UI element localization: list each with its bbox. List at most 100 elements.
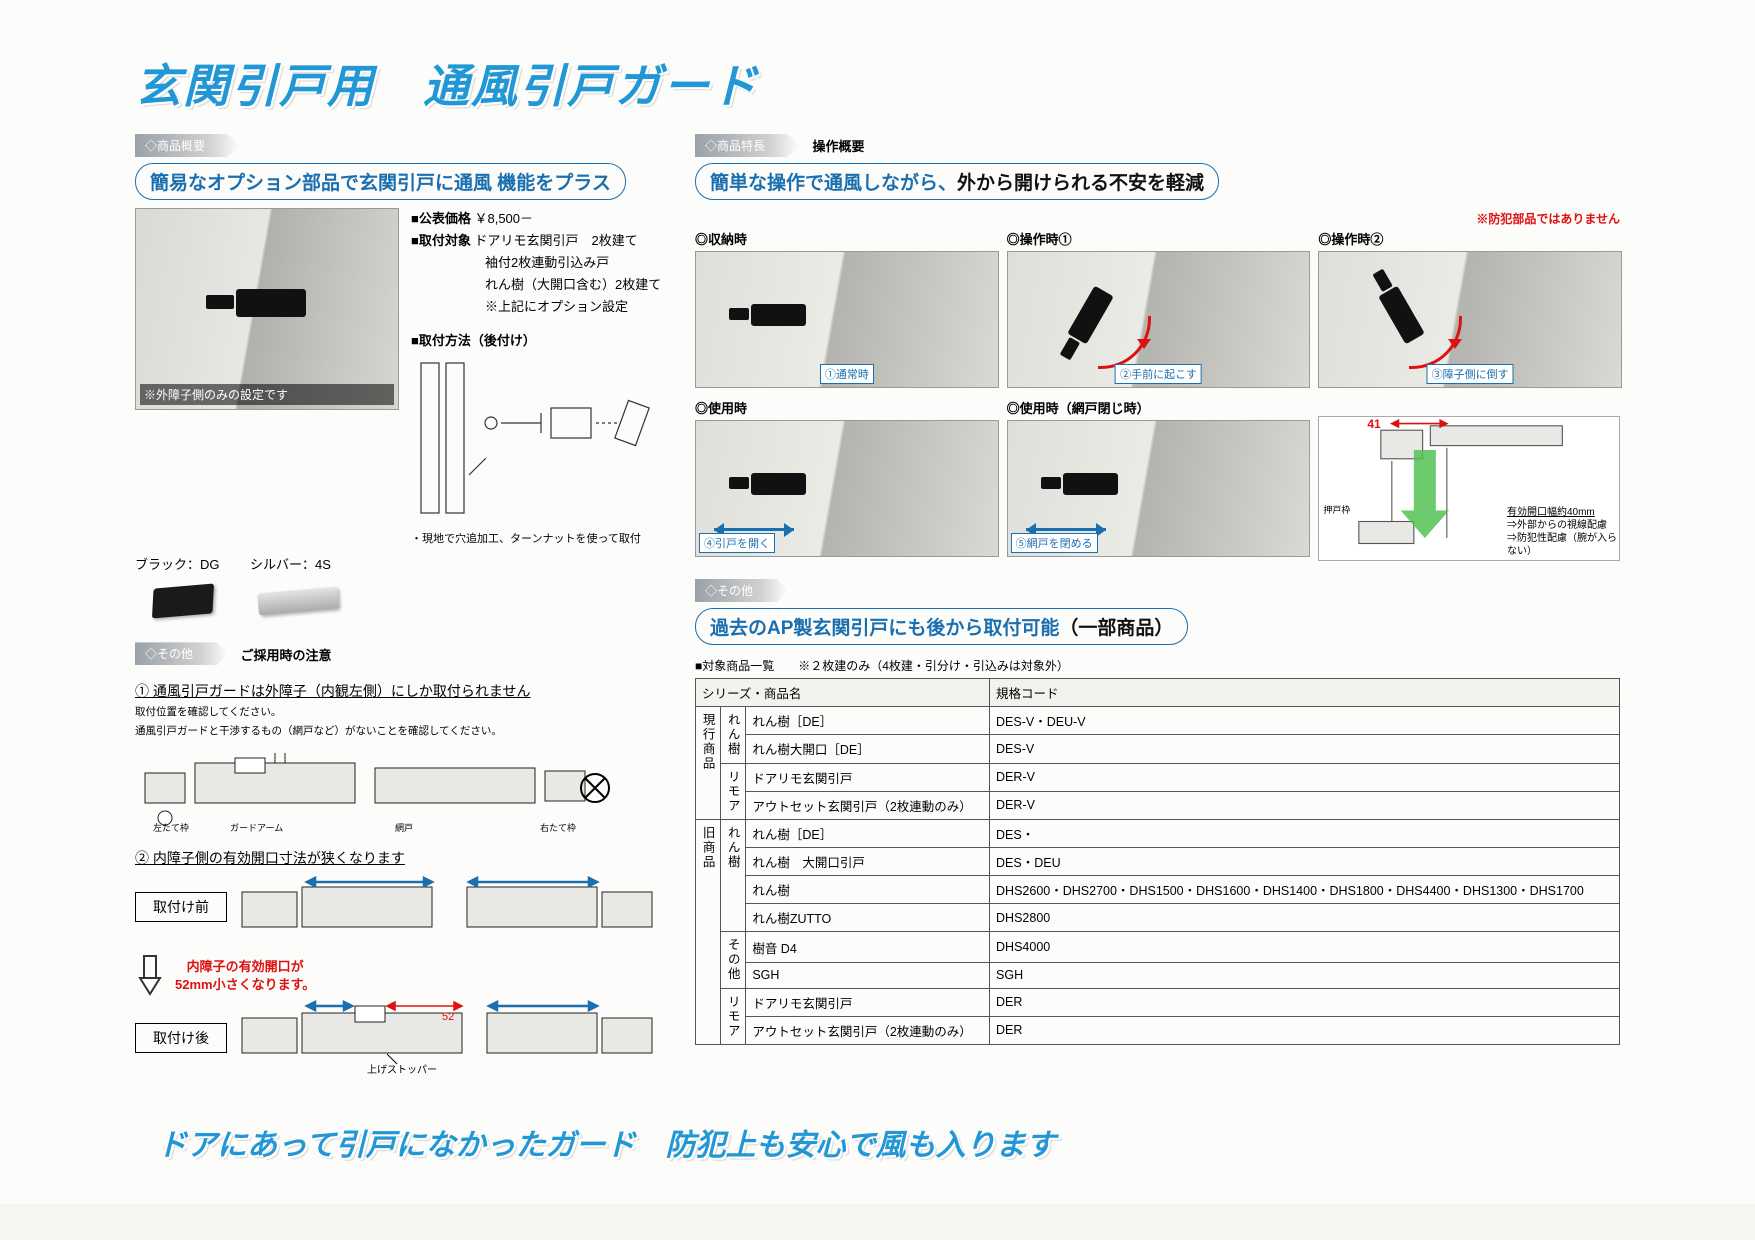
headline-right-b: 外から開けられる不安を軽減 xyxy=(957,173,1204,194)
op-1-title: ◎収納時 xyxy=(695,229,997,248)
swatch-4s xyxy=(257,586,339,615)
op-6-diagram: 41 xyxy=(1318,398,1620,561)
op-4-title: ◎使用時 xyxy=(695,398,997,417)
op-2: ◎操作時① ②手前に起こす xyxy=(1007,229,1309,388)
headline-left: 簡易なオプション部品で玄関引戸に通風 機能をプラス xyxy=(135,163,626,200)
r1-name: れん樹大開口［DE］ xyxy=(746,735,990,763)
op-4-cap: ④引戸を開く xyxy=(699,533,775,553)
color-dg: ブラック：DG xyxy=(135,554,230,628)
tag-product-overview: ◇商品概要 xyxy=(135,134,240,157)
op-5: ◎使用時（網戸閉じ時） ⑤網戸を閉める xyxy=(1007,398,1309,561)
r8-code: DHS4000 xyxy=(990,932,1620,963)
diag-c: ⇒外部からの視線配慮 xyxy=(1507,519,1617,532)
table-note: ■対象商品一覧 ※２枚建のみ（4枚建・引分け・引込みは対象外） xyxy=(695,657,1620,674)
red-callout-1: 内障子の有効開口が xyxy=(175,958,315,976)
r10-code: DER xyxy=(990,988,1620,1016)
op-3: ◎操作時② ③障子側に倒す xyxy=(1318,229,1620,388)
op-4-photo: ④引戸を開く xyxy=(695,420,999,557)
tag-other-left: ◇その他 xyxy=(135,642,228,665)
product-row: ※外障子側のみの設定です ■公表価格 ￥8,500－ ■取付対象 ドアリモ玄関引… xyxy=(135,208,665,548)
label-sto: 左たて枠 xyxy=(153,822,189,833)
op-2-title: ◎操作時① xyxy=(1007,229,1309,248)
op-3-title: ◎操作時② xyxy=(1318,229,1620,248)
operation-grid: ◎収納時 ①通常時 ◎操作時① ②手前に起こす ◎操作時② xyxy=(695,229,1620,561)
after-diagram: 52 上げストッパー xyxy=(237,998,657,1078)
swatch-dg xyxy=(151,583,213,618)
headline-left-text: 簡易なオプション部品で玄関引戸に通風 機能をプラス xyxy=(150,173,611,194)
label-arm: ガードアーム xyxy=(230,823,283,833)
group-rimo-1: リモア xyxy=(721,763,746,820)
headline-right-a: 簡単な操作で通風しながら、 xyxy=(710,173,957,194)
target-4: ※上記にオプション設定 xyxy=(411,296,665,318)
install-label: ■取付方法（後付け） xyxy=(411,330,665,352)
r7-code: DHS2800 xyxy=(990,904,1620,932)
r5-name: れん樹 大開口引戸 xyxy=(746,848,990,876)
sub1-note1: 取付位置を確認してください。 xyxy=(135,705,665,720)
r9-code: SGH xyxy=(990,963,1620,988)
color-4s: シルバー：4S xyxy=(250,554,345,628)
product-photo: ※外障子側のみの設定です xyxy=(135,208,399,410)
after-row: 取付け後 xyxy=(135,998,665,1078)
op-1-cap: ①通常時 xyxy=(820,364,874,384)
headline-compat-a: 過去のAP製玄関引戸にも後から取付可能 xyxy=(710,618,1059,639)
op-4: ◎使用時 ④引戸を開く xyxy=(695,398,997,561)
diag-a: 押戸枠 xyxy=(1323,503,1350,516)
group-rimo-2: リモア xyxy=(721,988,746,1045)
op-2-photo: ②手前に起こす xyxy=(1007,251,1311,388)
headline-compat: 過去のAP製玄関引戸にも後から取付可能（一部商品） xyxy=(695,608,1188,645)
main-title: 玄関引戸用 通風引戸ガード xyxy=(135,50,1620,116)
cross-section-1: 左たて枠 ガードアーム 網戸 右たて枠 xyxy=(135,743,635,833)
red-callout: 内障子の有効開口が 52mm小さくなります。 xyxy=(175,958,315,994)
color-row: ブラック：DG シルバー：4S xyxy=(135,554,665,628)
spec-block: ■公表価格 ￥8,500－ ■取付対象 ドアリモ玄関引戸 2枚建て 袖付2枚連動… xyxy=(411,208,665,548)
clearance-diagram: 41 xyxy=(1318,416,1620,561)
r11-name: アウトセット玄関引戸（2枚連動のみ） xyxy=(746,1016,990,1044)
label-net: 網戸 xyxy=(395,822,413,833)
tag-other-right: ◇その他 xyxy=(695,579,788,602)
target-1: ドアリモ玄関引戸 2枚建て xyxy=(474,233,637,248)
subhead-1: ① 通風引戸ガードは外障子（内観左側）にしか取付られません xyxy=(135,681,665,701)
before-label: 取付け前 xyxy=(135,892,227,922)
tag-other-left-note: ご採用時の注意 xyxy=(240,645,331,664)
th-code: 規格コード xyxy=(990,679,1620,707)
product-photo-caption: ※外障子側のみの設定です xyxy=(140,384,394,405)
diag-d: ⇒防犯性配慮（腕が入らない） xyxy=(1507,532,1617,558)
r9-name: SGH xyxy=(746,963,990,988)
group-current: 現行商品 xyxy=(696,707,721,820)
headline-compat-b: （一部商品） xyxy=(1059,618,1173,639)
r4-code: DES・ xyxy=(990,820,1620,848)
r6-name: れん樹 xyxy=(746,876,990,904)
target-label: ■取付対象 xyxy=(411,233,471,248)
red-callout-2: 52mm小さくなります。 xyxy=(175,976,315,994)
r2-code: DER-V xyxy=(990,763,1620,791)
op-5-cap: ⑤網戸を閉める xyxy=(1011,533,1098,553)
r0-code: DES-V・DEU-V xyxy=(990,707,1620,735)
warn-text: ※防犯部品ではありません xyxy=(695,210,1620,227)
after-label: 取付け後 xyxy=(135,1023,227,1053)
columns: ◇商品概要 簡易なオプション部品で玄関引戸に通風 機能をプラス ※外障子側のみの… xyxy=(135,134,1620,1090)
price-value: ￥8,500－ xyxy=(474,211,533,226)
r1-code: DES-V xyxy=(990,735,1620,763)
color-4s-label: シルバー：4S xyxy=(250,554,345,573)
sub1-note2: 通風引戸ガードと干渉するもの（網戸など）がないことを確認してください。 xyxy=(135,724,665,739)
op-3-cap: ③障子側に倒す xyxy=(1427,364,1514,384)
r11-code: DER xyxy=(990,1016,1620,1044)
tag-feature-note: 操作概要 xyxy=(812,136,864,155)
r5-code: DES・DEU xyxy=(990,848,1620,876)
op-3-photo: ③障子側に倒す xyxy=(1318,251,1622,388)
install-diagram xyxy=(411,353,661,523)
r4-name: れん樹［DE］ xyxy=(746,820,990,848)
r6-code: DHS2600・DHS2700・DHS1500・DHS1600・DHS1400・… xyxy=(990,876,1620,904)
compat-table: シリーズ・商品名 規格コード 現行商品 れん樹 れん樹［DE］ DES-V・DE… xyxy=(695,678,1620,1045)
group-ren-2: れん樹 xyxy=(721,820,746,932)
tag-feature: ◇商品特長 xyxy=(695,134,800,157)
r2-name: ドアリモ玄関引戸 xyxy=(746,763,990,791)
headline-right: 簡単な操作で通風しながら、外から開けられる不安を軽減 xyxy=(695,163,1219,200)
r3-code: DER-V xyxy=(990,791,1620,819)
subhead-2: ② 内障子側の有効開口寸法が狭くなります xyxy=(135,848,665,868)
stopper-label: 上げストッパー xyxy=(367,1064,437,1076)
op-1-photo: ①通常時 xyxy=(695,251,999,388)
r3-name: アウトセット玄関引戸（2枚連動のみ） xyxy=(746,791,990,819)
hinge-graphic xyxy=(236,289,306,317)
label-sto2: 右たて枠 xyxy=(540,822,576,833)
